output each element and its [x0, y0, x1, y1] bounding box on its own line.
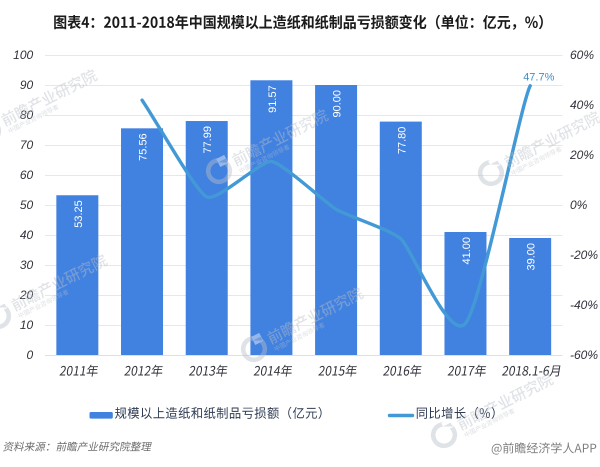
svg-text:75.56: 75.56 [138, 133, 150, 161]
svg-text:91.57: 91.57 [267, 85, 279, 113]
svg-text:77.99: 77.99 [202, 126, 214, 154]
svg-text:70: 70 [20, 138, 34, 152]
svg-text:40%: 40% [570, 98, 594, 112]
svg-text:39.00: 39.00 [526, 243, 538, 271]
svg-text:-20%: -20% [570, 248, 598, 262]
svg-text:-40%: -40% [570, 298, 598, 312]
svg-text:60: 60 [20, 168, 34, 182]
svg-text:90: 90 [20, 78, 34, 92]
svg-text:60%: 60% [570, 48, 594, 62]
svg-text:100: 100 [13, 48, 33, 62]
svg-text:0%: 0% [570, 198, 588, 212]
svg-text:40: 40 [20, 228, 34, 242]
svg-text:41.00: 41.00 [461, 237, 473, 265]
svg-text:10: 10 [20, 318, 34, 332]
svg-text:50: 50 [20, 198, 34, 212]
svg-text:20%: 20% [569, 148, 594, 162]
svg-text:77.80: 77.80 [396, 127, 408, 155]
svg-text:53.25: 53.25 [73, 200, 85, 228]
svg-text:90.00: 90.00 [332, 90, 344, 118]
svg-text:-60%: -60% [570, 348, 598, 362]
svg-text:0: 0 [27, 348, 34, 362]
svg-text:47.7%: 47.7% [523, 72, 554, 84]
svg-text:30: 30 [20, 258, 34, 272]
